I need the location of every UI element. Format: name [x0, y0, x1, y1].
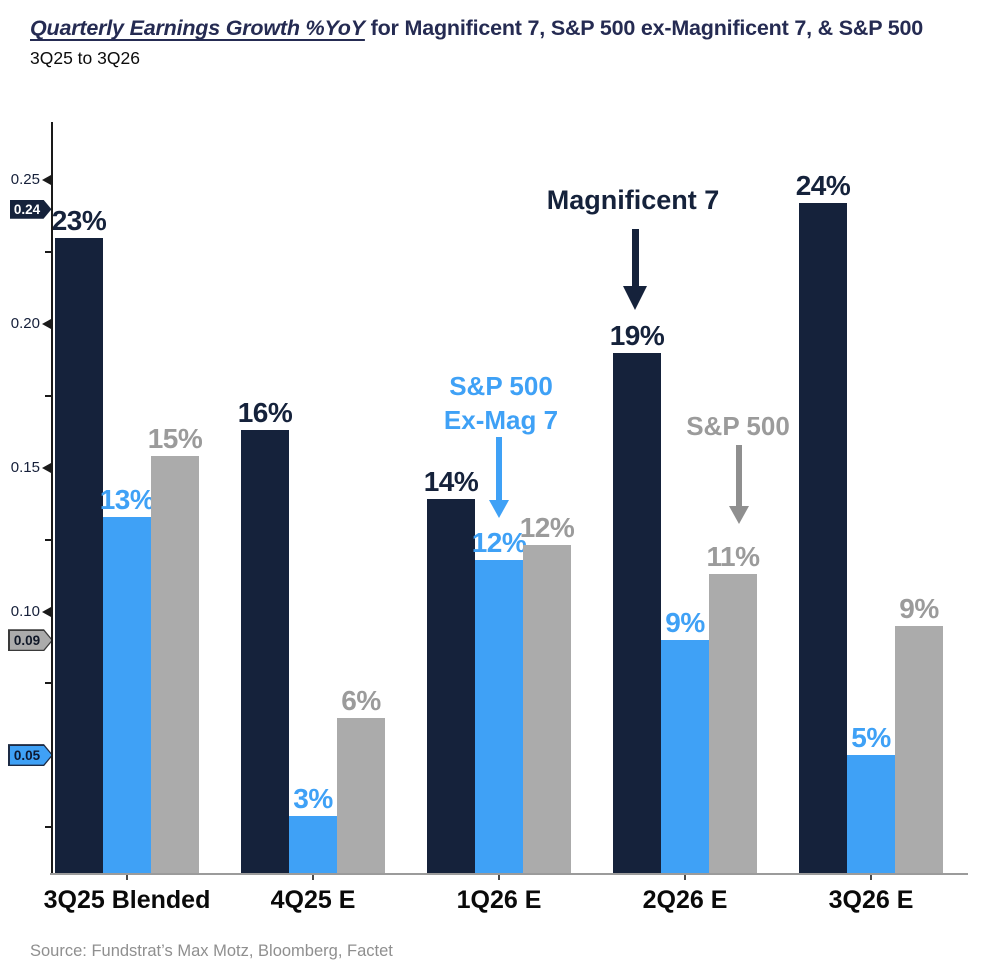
series-annotation-ex_mag7: S&P 500 Ex-Mag 7	[361, 369, 641, 437]
bar-mag7-4	[799, 203, 847, 873]
y-tick-label-0.15: 0.15	[10, 458, 40, 476]
down-arrow-shaft-sp500	[736, 445, 742, 506]
x-axis-line	[50, 873, 968, 875]
series-annotation-sp500: S&P 500	[598, 409, 878, 443]
bar-sp500-1	[337, 717, 385, 873]
y-tick-label-0.20: 0.20	[10, 315, 40, 333]
bar-sp500-3	[709, 574, 757, 873]
category-label-0: 3Q25 Blended	[43, 886, 211, 914]
category-tick-3	[684, 875, 686, 880]
bar-value-label-sp500-4: 9%	[899, 592, 939, 624]
y-axis-line	[51, 122, 53, 874]
bar-ex_mag7-4	[847, 755, 895, 873]
bar-value-label-mag7-1: 16%	[237, 397, 293, 429]
bar-value-label-sp500-2: 12%	[519, 512, 575, 544]
last-value-badge-text: 0.24	[13, 201, 41, 217]
series-annotation-mag7: Magnificent 7	[493, 183, 773, 217]
y-tick-label-0.25: 0.25	[10, 171, 40, 189]
y-minor-tick	[45, 538, 51, 541]
series-annotation-line: S&P 500	[686, 411, 790, 441]
bar-value-label-sp500-1: 6%	[341, 684, 381, 716]
last-value-badge-fill: 0.09	[10, 631, 52, 650]
chart-title: Quarterly Earnings Growth %YoY for Magni…	[30, 16, 923, 41]
y-tick-arrow-icon	[42, 462, 51, 473]
category-tick-2	[498, 875, 500, 880]
bar-value-label-mag7-0: 23%	[51, 204, 107, 236]
down-arrow-head-icon-sp500	[729, 506, 749, 524]
bar-value-label-mag7-3: 19%	[609, 319, 665, 351]
bar-mag7-1	[241, 430, 289, 873]
bar-mag7-2	[427, 499, 475, 873]
chart-title-rest: for Magnificent 7, S&P 500 ex-Magnificen…	[364, 16, 924, 40]
bar-value-label-ex_mag7-2: 12%	[471, 526, 527, 558]
y-minor-tick	[45, 394, 51, 397]
y-tick-arrow-icon	[42, 175, 51, 186]
last-value-badge-text: 0.09	[13, 632, 41, 648]
bar-sp500-4	[895, 625, 943, 873]
category-label-4: 3Q26 E	[828, 886, 914, 914]
bar-mag7-3	[613, 352, 661, 873]
down-arrow-shaft-ex_mag7	[496, 437, 502, 500]
bar-value-label-sp500-0: 15%	[147, 423, 203, 455]
bar-value-label-ex_mag7-4: 5%	[851, 722, 891, 754]
y-minor-tick	[45, 682, 51, 685]
bar-ex_mag7-1	[289, 815, 337, 873]
down-arrow-head-icon-mag7	[623, 286, 647, 310]
source-note: Source: Fundstrat’s Max Motz, Bloomberg,…	[30, 942, 393, 960]
last-value-badge-ex_mag7: 0.05	[8, 744, 53, 766]
y-tick-label-0.10: 0.10	[10, 602, 40, 620]
bar-value-label-ex_mag7-1: 3%	[293, 782, 333, 814]
category-tick-0	[126, 875, 128, 880]
bar-sp500-2	[523, 545, 571, 873]
bar-value-label-ex_mag7-3: 9%	[665, 607, 705, 639]
last-value-badge-mag7: 0.24	[8, 198, 53, 220]
down-arrow-head-icon-ex_mag7	[489, 500, 509, 518]
bar-ex_mag7-0	[103, 516, 151, 873]
series-annotation-line: Magnificent 7	[546, 185, 720, 215]
bar-ex_mag7-3	[661, 640, 709, 873]
last-value-badge-text: 0.05	[13, 747, 41, 763]
chart-title-emphasis: Quarterly Earnings Growth %YoY	[30, 16, 365, 40]
category-label-3: 2Q26 E	[642, 886, 728, 914]
series-annotation-line: Ex-Mag 7	[443, 405, 559, 435]
y-tick-arrow-icon	[42, 319, 51, 330]
series-annotation-line: S&P 500	[449, 371, 553, 401]
last-value-badge-fill: 0.05	[10, 746, 52, 765]
bar-value-label-sp500-3: 11%	[706, 541, 761, 573]
category-tick-1	[312, 875, 314, 880]
category-tick-4	[870, 875, 872, 880]
category-label-2: 1Q26 E	[456, 886, 542, 914]
chart-subtitle: 3Q25 to 3Q26	[30, 48, 140, 68]
bar-sp500-0	[151, 456, 199, 873]
y-minor-tick	[45, 251, 51, 254]
bar-mag7-0	[55, 237, 103, 873]
last-value-badge-sp500: 0.09	[8, 629, 53, 651]
last-value-badge-fill: 0.24	[10, 200, 52, 219]
down-arrow-shaft-mag7	[631, 229, 639, 286]
y-minor-tick	[45, 826, 51, 829]
category-label-1: 4Q25 E	[270, 886, 356, 914]
bar-value-label-mag7-4: 24%	[795, 170, 851, 202]
bar-value-label-mag7-2: 14%	[423, 466, 479, 498]
bar-value-label-ex_mag7-0: 13%	[99, 483, 155, 515]
bar-ex_mag7-2	[475, 559, 523, 873]
y-tick-arrow-icon	[42, 606, 51, 617]
